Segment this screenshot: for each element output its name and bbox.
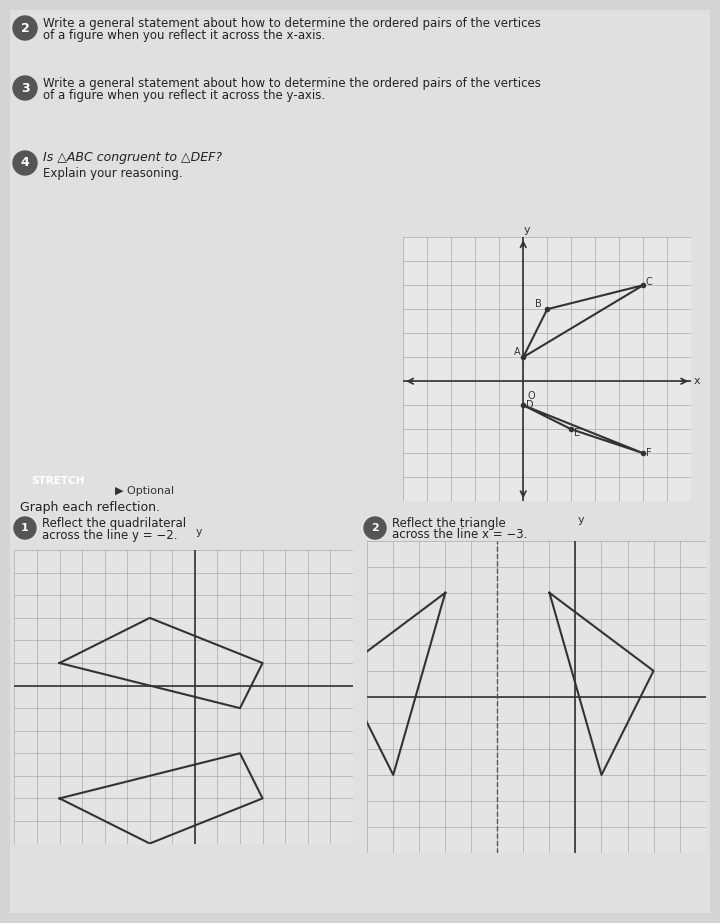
Text: E: E <box>574 428 580 438</box>
Text: Graph each reflection.: Graph each reflection. <box>20 501 160 514</box>
Text: D: D <box>526 400 534 410</box>
Text: of a figure when you reflect it across the y-axis.: of a figure when you reflect it across t… <box>43 89 325 102</box>
Text: B: B <box>535 299 542 309</box>
Text: x: x <box>693 377 701 386</box>
Text: y: y <box>523 225 530 234</box>
Text: 2: 2 <box>21 21 30 34</box>
Text: x: x <box>369 678 375 689</box>
Circle shape <box>13 151 37 175</box>
Text: Is △ABC congruent to △DEF?: Is △ABC congruent to △DEF? <box>43 151 222 164</box>
Text: Write a general statement about how to determine the ordered pairs of the vertic: Write a general statement about how to d… <box>43 77 541 90</box>
Text: Reflect the triangle: Reflect the triangle <box>392 517 505 530</box>
Text: y: y <box>577 515 584 525</box>
Text: of a figure when you reflect it across the x-axis.: of a figure when you reflect it across t… <box>43 29 325 42</box>
Text: C: C <box>646 277 652 287</box>
Text: Explain your reasoning.: Explain your reasoning. <box>43 166 183 179</box>
Text: Reflect the quadrilateral: Reflect the quadrilateral <box>42 517 186 530</box>
Text: ▶ Optional: ▶ Optional <box>115 486 174 496</box>
Circle shape <box>364 517 386 539</box>
Text: A: A <box>513 347 521 357</box>
Circle shape <box>13 16 37 40</box>
Text: 1: 1 <box>21 523 29 533</box>
Text: 3: 3 <box>21 81 30 94</box>
Text: STRETCH: STRETCH <box>32 476 85 486</box>
Text: across the line y = −2.: across the line y = −2. <box>42 529 178 542</box>
Circle shape <box>14 517 36 539</box>
Text: across the line x = −3.: across the line x = −3. <box>392 529 527 542</box>
Text: F: F <box>646 448 651 458</box>
Text: Write a general statement about how to determine the ordered pairs of the vertic: Write a general statement about how to d… <box>43 17 541 30</box>
Text: O: O <box>528 390 536 401</box>
Text: 2: 2 <box>371 523 379 533</box>
Text: 4: 4 <box>21 157 30 170</box>
Text: y: y <box>196 527 203 536</box>
Circle shape <box>13 76 37 100</box>
